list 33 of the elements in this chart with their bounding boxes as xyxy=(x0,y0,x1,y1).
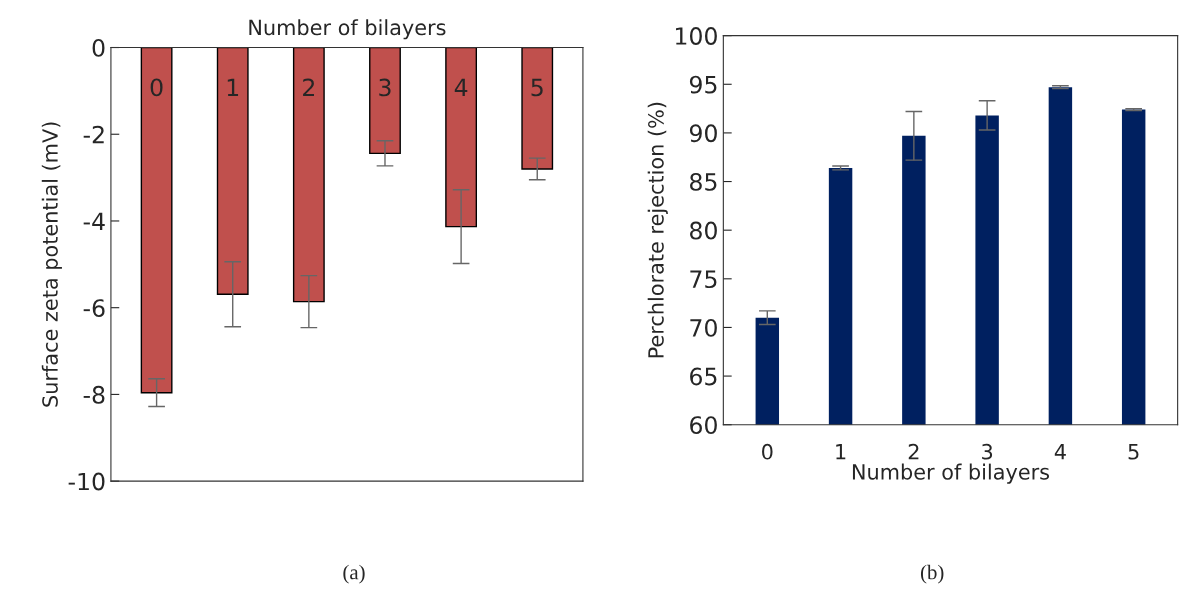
x-tick-label: 0 xyxy=(150,78,163,97)
x-tick-label: 4 xyxy=(1054,444,1066,460)
y-tick-label: 60 xyxy=(690,416,717,435)
x-tick-label: 5 xyxy=(531,78,543,97)
x-tick-label: 0 xyxy=(762,443,773,460)
x-axis-title: Number of bilayers xyxy=(852,463,1050,484)
y-tick-label: -6 xyxy=(83,299,105,317)
x-tick-label: 3 xyxy=(379,78,391,97)
text: (a) xyxy=(343,564,365,584)
y-tick-label: 90 xyxy=(689,124,717,143)
x-tick-label: 3 xyxy=(982,443,993,460)
text: (b) xyxy=(920,564,944,584)
x-tick-label: 4 xyxy=(454,78,468,97)
y-tick-label: 75 xyxy=(690,270,717,289)
y-tick-label: 70 xyxy=(690,318,717,337)
y-tick-label: -4 xyxy=(83,212,105,230)
x-tick-label: 5 xyxy=(1128,444,1139,460)
x-tick-label: 2 xyxy=(908,443,919,460)
y-tick-label: -8 xyxy=(83,385,105,404)
x-tick-label: 1 xyxy=(227,78,239,97)
y-tick-label: 0 xyxy=(92,38,105,57)
y-tick-label: -10 xyxy=(68,472,105,491)
y-axis-title: Surface zeta potential (mV) xyxy=(41,122,62,407)
y-tick-label: 100 xyxy=(676,27,717,45)
x-tick-label: 2 xyxy=(303,78,314,97)
x-tick-label: 1 xyxy=(836,444,846,460)
y-tick-label: 95 xyxy=(689,75,717,94)
y-tick-label: 85 xyxy=(690,172,717,191)
y-tick-label: 65 xyxy=(690,367,717,386)
y-axis-title: Perchlorate rejection (%) xyxy=(647,102,668,358)
y-tick-label: -2 xyxy=(83,125,104,144)
y-tick-label: 80 xyxy=(690,221,717,240)
x-axis-title: Number of bilayers xyxy=(249,19,446,40)
